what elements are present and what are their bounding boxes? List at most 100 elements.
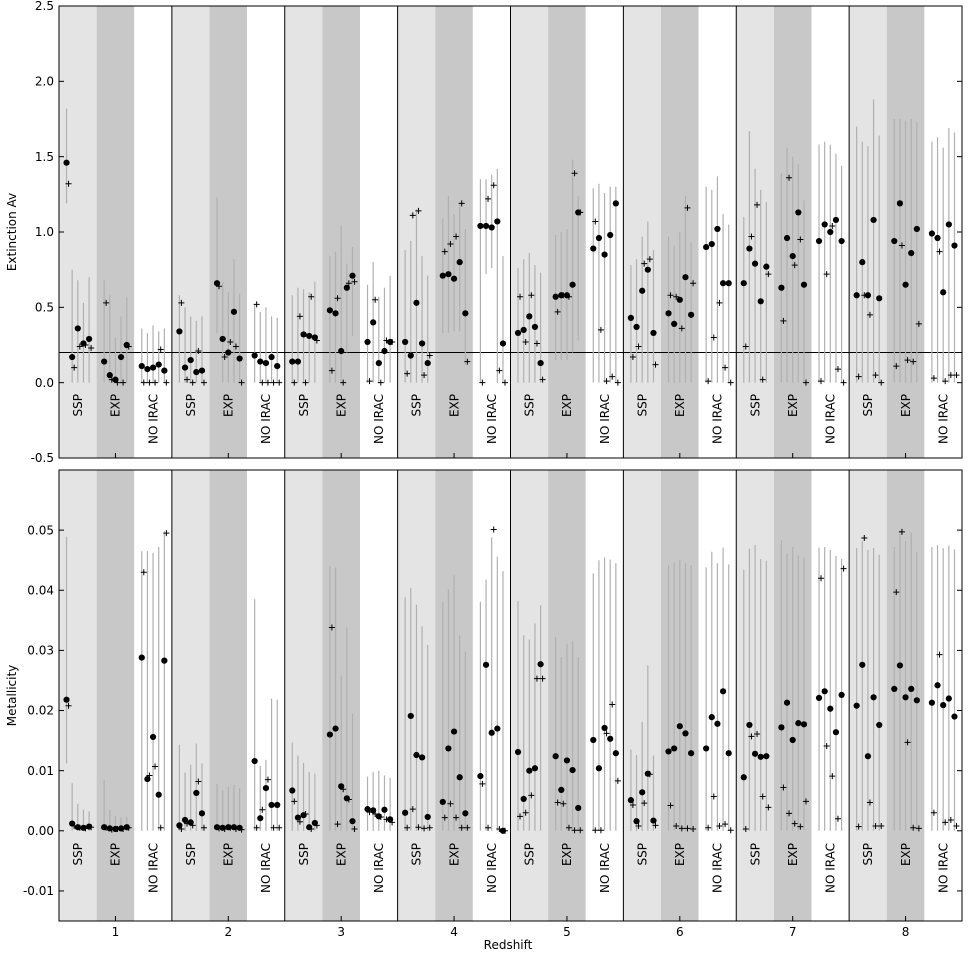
plus-marker [866, 311, 873, 318]
group-label: SSP [71, 843, 85, 865]
data-point [531, 765, 539, 772]
data-point [262, 785, 270, 792]
data-point [688, 311, 695, 318]
plus-marker [227, 338, 234, 345]
plus-marker [328, 624, 335, 631]
band-ssp [284, 6, 323, 458]
data-point [268, 353, 275, 361]
group-label: EXP [334, 394, 348, 417]
data-point [601, 251, 608, 258]
band-ssp [59, 470, 97, 921]
data-point [627, 314, 635, 321]
plus-marker [464, 824, 471, 831]
data-point [778, 724, 785, 731]
group-label: SSP [861, 394, 875, 416]
group-label: EXP [673, 394, 687, 417]
plus-marker [834, 366, 841, 373]
data-point [161, 657, 168, 664]
plus-marker [270, 379, 277, 386]
data-point [864, 292, 872, 299]
data-point [418, 754, 426, 761]
plus-marker [426, 824, 433, 831]
band-noirac [360, 6, 398, 458]
data-point [370, 807, 377, 814]
data-point [74, 824, 81, 831]
group-label: EXP [222, 394, 236, 417]
group-label: EXP [334, 843, 348, 866]
data-point [63, 696, 70, 703]
data-point [746, 245, 753, 252]
data-point [725, 280, 732, 287]
x-tick-label: 6 [676, 925, 684, 939]
data-point [494, 725, 501, 732]
plus-marker [103, 299, 110, 306]
group-label: NO IRAC [936, 394, 950, 444]
plus-marker [942, 378, 949, 385]
y-tick-label: 2.5 [35, 0, 54, 13]
data-point [832, 216, 840, 224]
plus-marker [409, 806, 416, 813]
plus-marker [866, 799, 873, 806]
plus-marker [308, 293, 315, 300]
data-point [117, 825, 125, 832]
plus-marker [823, 271, 830, 278]
group-label: EXP [447, 843, 461, 866]
plus-marker [146, 379, 153, 386]
data-point [274, 801, 281, 809]
data-point [418, 340, 426, 347]
data-point [274, 362, 281, 370]
data-point [482, 661, 490, 668]
band-ssp [171, 470, 210, 921]
band-noirac [134, 6, 172, 458]
plus-marker [947, 372, 954, 379]
data-point [563, 292, 571, 299]
data-point [306, 332, 313, 340]
data-point [439, 272, 446, 279]
plus-marker [485, 195, 492, 202]
data-point [870, 694, 877, 701]
data-point [896, 662, 904, 669]
data-point [864, 753, 872, 760]
data-point [349, 818, 356, 825]
data-point [595, 234, 603, 242]
plus-marker [351, 278, 358, 285]
y-tick-label: -0.5 [31, 451, 54, 465]
y-tick-label: -0.01 [23, 884, 54, 898]
band-exp [96, 470, 135, 921]
plus-marker [754, 201, 761, 208]
data-point [725, 750, 732, 757]
plus-marker [797, 823, 804, 830]
plus-marker [861, 534, 868, 541]
data-point [789, 253, 796, 260]
plus-marker [797, 236, 804, 243]
group-label: SSP [523, 843, 537, 865]
plus-marker [716, 299, 723, 306]
group-label: NO IRAC [146, 394, 160, 444]
group-label: NO IRAC [936, 843, 950, 893]
plus-marker [953, 372, 960, 379]
data-point [940, 702, 947, 709]
plus-marker [496, 367, 503, 374]
plus-marker [501, 379, 508, 386]
data-point [639, 789, 646, 796]
plus-marker [748, 233, 755, 240]
data-point [612, 200, 619, 207]
plus-marker [259, 379, 266, 386]
data-point [913, 225, 920, 233]
plus-marker [232, 343, 239, 350]
plus-marker [710, 334, 717, 341]
data-point [714, 225, 721, 233]
plus-marker [667, 802, 674, 809]
data-point [462, 310, 469, 317]
plus-marker [178, 299, 185, 306]
data-point [268, 801, 275, 809]
plus-marker [485, 824, 492, 831]
data-point [719, 280, 727, 287]
data-point [257, 815, 264, 822]
x-tick-label: 1 [112, 925, 120, 939]
data-point [289, 358, 296, 365]
plus-marker [705, 824, 712, 831]
data-point [381, 806, 388, 813]
plus-marker [565, 824, 572, 831]
plus-marker [404, 370, 411, 377]
